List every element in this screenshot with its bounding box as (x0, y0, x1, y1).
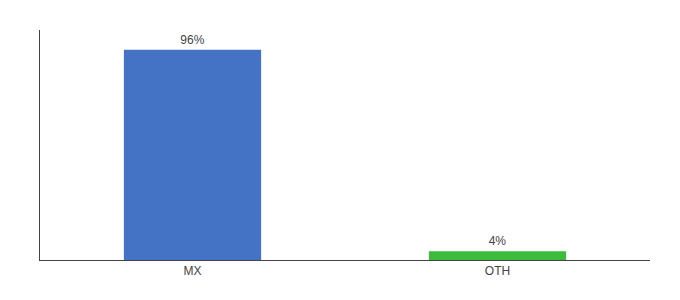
svg-text:OTH: OTH (485, 264, 510, 278)
svg-text:MX: MX (184, 264, 202, 278)
svg-text:4%: 4% (489, 234, 507, 248)
svg-text:96%: 96% (180, 33, 204, 47)
